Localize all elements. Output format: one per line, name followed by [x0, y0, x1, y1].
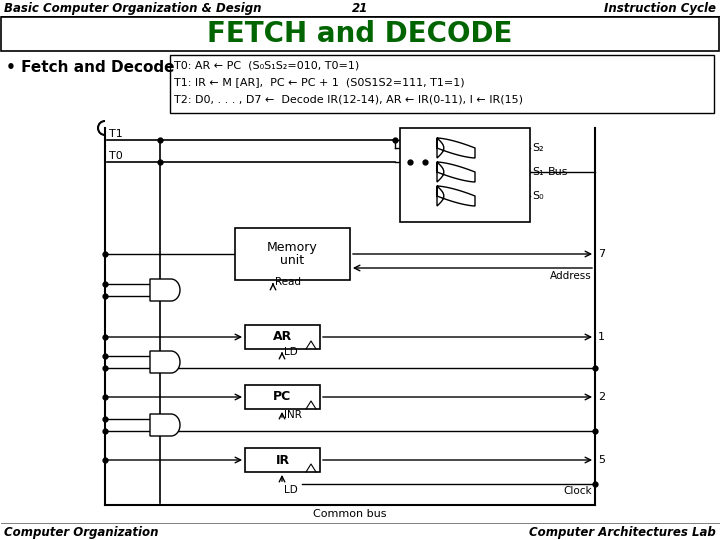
- Text: • Fetch and Decode: • Fetch and Decode: [6, 60, 174, 75]
- Text: AR: AR: [273, 330, 292, 343]
- Text: LD: LD: [284, 347, 298, 357]
- Text: unit: unit: [280, 254, 305, 267]
- Text: 21: 21: [352, 2, 368, 15]
- Text: 2: 2: [598, 392, 605, 402]
- Text: Read: Read: [275, 277, 301, 287]
- Text: T0: AR ← PC  (S₀S₁S₂=010, T0=1): T0: AR ← PC (S₀S₁S₂=010, T0=1): [174, 60, 359, 70]
- Polygon shape: [150, 414, 180, 436]
- Text: 5: 5: [598, 455, 605, 465]
- Text: Memory: Memory: [267, 240, 318, 253]
- Text: T1: IR ← M [AR],  PC ← PC + 1  (S0S1S2=111, T1=1): T1: IR ← M [AR], PC ← PC + 1 (S0S1S2=111…: [174, 77, 464, 87]
- Text: 7: 7: [598, 249, 605, 259]
- Polygon shape: [437, 162, 475, 182]
- Text: T0: T0: [109, 151, 122, 161]
- Text: FETCH and DECODE: FETCH and DECODE: [207, 20, 513, 48]
- Text: T2: D0, . . . , D7 ←  Decode IR(12-14), AR ← IR(0-11), I ← IR(15): T2: D0, . . . , D7 ← Decode IR(12-14), A…: [174, 94, 523, 104]
- Text: T1: T1: [109, 129, 122, 139]
- Text: LD: LD: [284, 485, 298, 495]
- Bar: [400, 128, 530, 222]
- Bar: [1, 17, 719, 51]
- Polygon shape: [150, 279, 180, 301]
- Text: S₁: S₁: [532, 167, 544, 177]
- Text: Bus: Bus: [548, 167, 569, 177]
- Bar: [245, 448, 320, 472]
- Text: Computer Architectures Lab: Computer Architectures Lab: [529, 526, 716, 539]
- Bar: [235, 228, 350, 280]
- Text: Computer Organization: Computer Organization: [4, 526, 158, 539]
- Bar: [245, 325, 320, 349]
- Polygon shape: [150, 351, 180, 373]
- Text: Basic Computer Organization & Design: Basic Computer Organization & Design: [4, 2, 261, 15]
- Polygon shape: [437, 186, 475, 206]
- Text: IR: IR: [276, 454, 289, 467]
- Text: Common bus: Common bus: [313, 509, 387, 519]
- Text: 1: 1: [598, 332, 605, 342]
- Text: PC: PC: [274, 390, 292, 403]
- Text: Address: Address: [550, 271, 592, 281]
- Polygon shape: [437, 138, 475, 158]
- Text: S₂: S₂: [532, 143, 544, 153]
- Text: Clock: Clock: [563, 486, 592, 496]
- Text: INR: INR: [284, 410, 302, 420]
- Bar: [245, 385, 320, 409]
- Bar: [170, 55, 714, 113]
- Text: Instruction Cycle: Instruction Cycle: [604, 2, 716, 15]
- Text: S₀: S₀: [532, 191, 544, 201]
